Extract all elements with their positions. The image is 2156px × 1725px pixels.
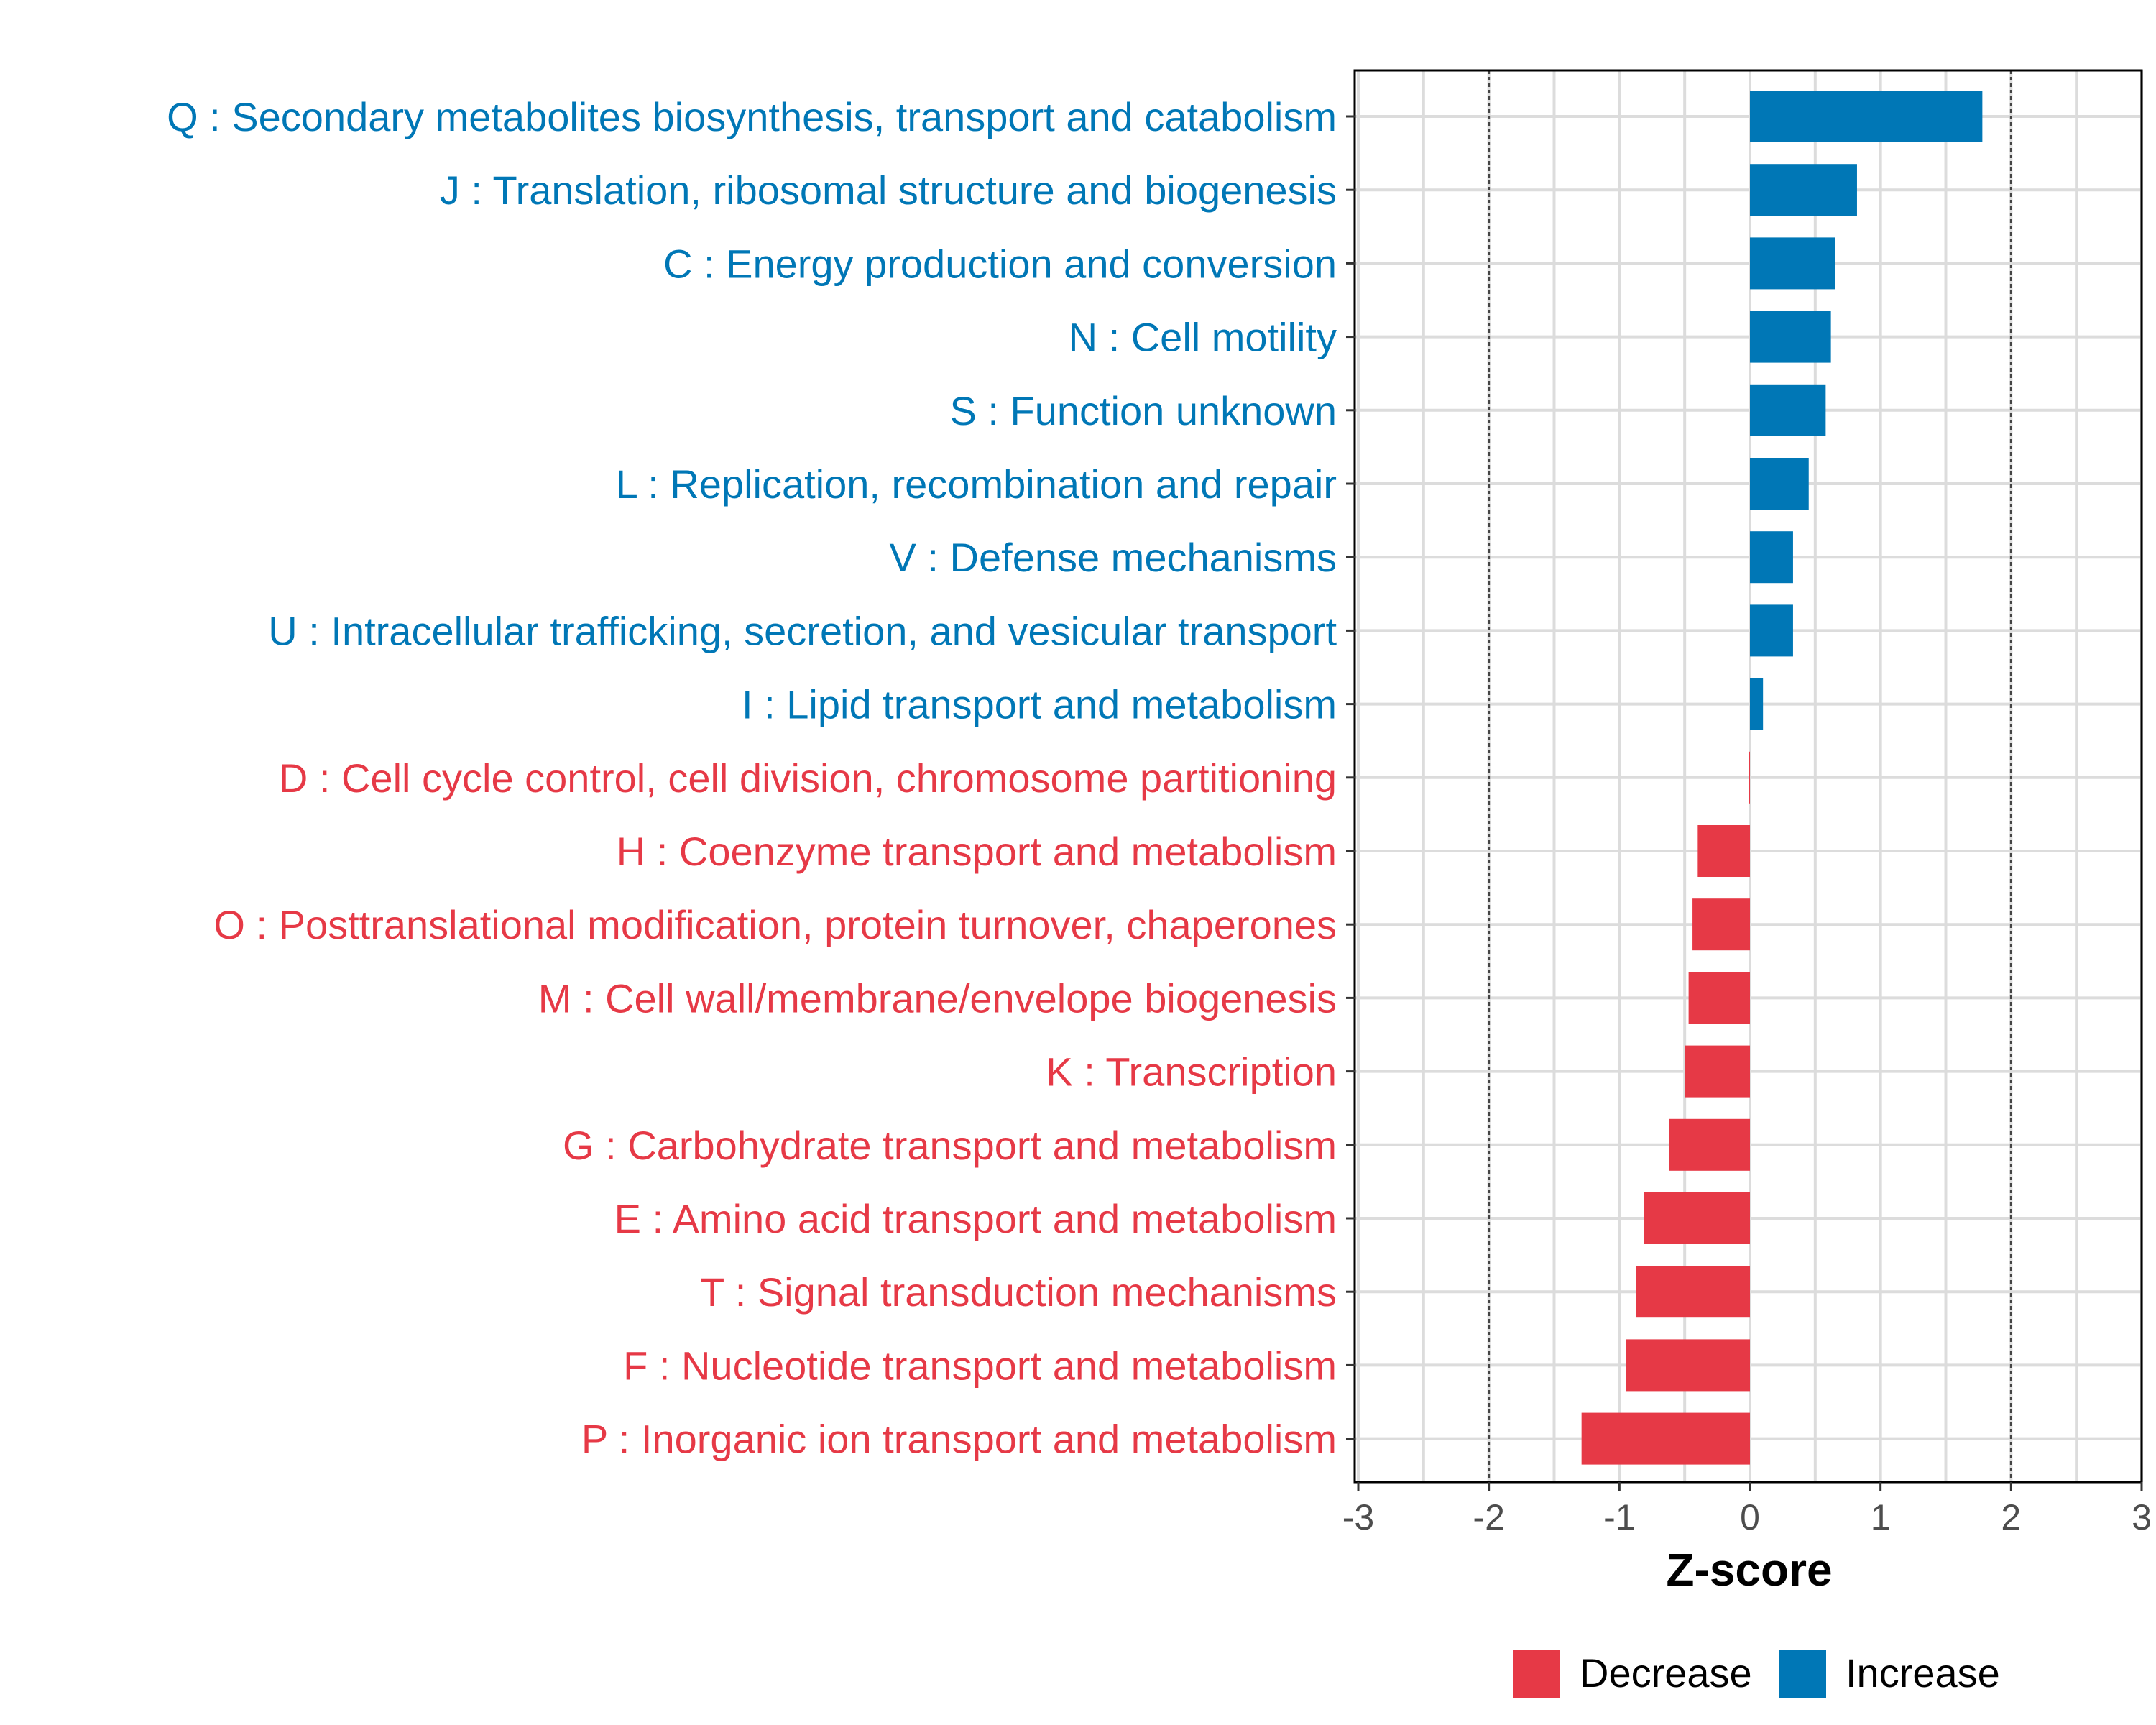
category-label-v: V : Defense mechanisms <box>890 535 1337 580</box>
bar-k <box>1685 1045 1750 1098</box>
bar-n <box>1750 310 1831 363</box>
category-label-h: H : Coenzyme transport and metabolism <box>617 829 1337 874</box>
category-label-t: T : Signal transduction mechanisms <box>700 1269 1337 1315</box>
y-axis-ticks <box>1346 115 1355 1440</box>
x-tick-label: -1 <box>1603 1497 1635 1537</box>
category-label-s: S : Function unknown <box>949 388 1337 433</box>
bar-j <box>1750 164 1857 216</box>
x-tick-label: -3 <box>1342 1497 1374 1537</box>
bar-d <box>1749 751 1750 804</box>
plot-panel-border <box>1353 69 2143 1484</box>
bar-v <box>1750 531 1793 584</box>
bar-t <box>1636 1266 1750 1318</box>
category-label-p: P : Inorganic ion transport and metaboli… <box>581 1417 1337 1462</box>
bar-s <box>1750 384 1826 436</box>
reference-lines <box>1488 70 2012 1482</box>
category-label-g: G : Carbohydrate transport and metabolis… <box>563 1123 1337 1168</box>
x-tick-label: 1 <box>1871 1497 1891 1537</box>
bar-g <box>1669 1118 1750 1171</box>
bar-p <box>1581 1412 1750 1465</box>
category-label-k: K : Transcription <box>1046 1049 1337 1095</box>
category-labels: Q : Secondary metabolites biosynthesis, … <box>167 94 1337 1462</box>
category-label-n: N : Cell motility <box>1069 315 1337 360</box>
bar-i <box>1750 678 1764 730</box>
category-label-e: E : Amino acid transport and metabolism <box>614 1196 1337 1241</box>
x-axis-ticks: -3 -2 -1 0 1 2 3 <box>1342 1482 2152 1537</box>
legend-key-increase <box>1779 1650 1826 1698</box>
bar-e <box>1644 1192 1750 1244</box>
category-label-i: I : Lipid transport and metabolism <box>742 682 1337 727</box>
category-label-j: J : Translation, ribosomal structure and… <box>440 167 1337 213</box>
legend-label-increase: Increase <box>1846 1650 2000 1696</box>
x-tick-label: 2 <box>2001 1497 2021 1537</box>
category-label-o: O : Posttranslational modification, prot… <box>213 902 1337 947</box>
bars <box>1581 91 1983 1465</box>
bar-o <box>1692 898 1750 951</box>
category-label-l: L : Replication, recombination and repai… <box>616 461 1337 507</box>
bar-q <box>1750 91 1983 142</box>
bar-m <box>1688 972 1750 1024</box>
x-tick-label: -2 <box>1473 1497 1504 1537</box>
bar-f <box>1626 1339 1750 1392</box>
x-tick-label: 3 <box>2132 1497 2152 1537</box>
legend: Decrease Increase <box>1513 1650 2000 1698</box>
category-label-d: D : Cell cycle control, cell division, c… <box>279 755 1337 801</box>
bar-l <box>1750 458 1809 510</box>
category-label-f: F : Nucleotide transport and metabolism <box>623 1343 1337 1388</box>
x-tick-label: 0 <box>1740 1497 1760 1537</box>
bar-u <box>1750 604 1793 657</box>
category-label-u: U : Intracellular trafficking, secretion… <box>268 608 1337 653</box>
bar-c <box>1750 237 1835 290</box>
legend-key-decrease <box>1513 1650 1560 1698</box>
category-label-m: M : Cell wall/membrane/envelope biogenes… <box>538 975 1337 1021</box>
legend-label-decrease: Decrease <box>1580 1650 1752 1696</box>
bar-h <box>1697 825 1750 877</box>
category-label-c: C : Energy production and conversion <box>663 241 1337 286</box>
category-label-q: Q : Secondary metabolites biosynthesis, … <box>167 94 1337 139</box>
x-axis-title: Z-score <box>1666 1544 1832 1596</box>
